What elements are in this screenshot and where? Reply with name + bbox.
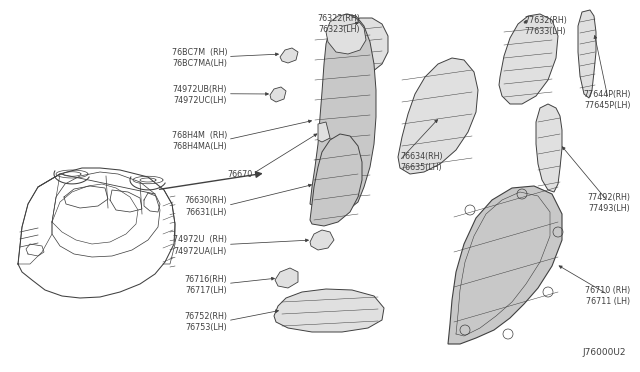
Polygon shape [499, 14, 558, 104]
Text: 76322(RH)
76323(LH): 76322(RH) 76323(LH) [318, 14, 360, 34]
Polygon shape [335, 18, 388, 75]
Text: 77492(RH)
77493(LH): 77492(RH) 77493(LH) [588, 193, 630, 213]
Polygon shape [280, 48, 298, 63]
Text: 768H4M  (RH)
768H4MA(LH): 768H4M (RH) 768H4MA(LH) [172, 131, 227, 151]
Polygon shape [310, 230, 334, 250]
Polygon shape [275, 268, 298, 288]
Text: 76634(RH)
76635(LH): 76634(RH) 76635(LH) [400, 152, 443, 172]
Polygon shape [274, 289, 384, 332]
Polygon shape [448, 186, 562, 344]
Text: J76000U2: J76000U2 [582, 348, 626, 357]
Polygon shape [536, 104, 562, 192]
Polygon shape [310, 134, 362, 226]
Polygon shape [326, 14, 366, 54]
Text: 76670: 76670 [228, 170, 253, 179]
Text: 76630(RH)
76631(LH): 76630(RH) 76631(LH) [184, 196, 227, 217]
Text: 77632(RH)
77633(LH): 77632(RH) 77633(LH) [525, 16, 568, 36]
Text: 76BC7M  (RH)
76BC7MA(LH): 76BC7M (RH) 76BC7MA(LH) [172, 48, 227, 68]
Text: 74972U  (RH)
74972UA(LH): 74972U (RH) 74972UA(LH) [173, 235, 227, 256]
Polygon shape [398, 58, 478, 174]
Text: 76710 (RH)
76711 (LH): 76710 (RH) 76711 (LH) [585, 286, 630, 306]
Polygon shape [578, 10, 596, 98]
Text: 74972UB(RH)
74972UC(LH): 74972UB(RH) 74972UC(LH) [173, 85, 227, 105]
Text: 76752(RH)
76753(LH): 76752(RH) 76753(LH) [184, 312, 227, 332]
Text: 76716(RH)
76717(LH): 76716(RH) 76717(LH) [184, 275, 227, 295]
Polygon shape [318, 122, 330, 142]
Polygon shape [270, 87, 286, 102]
Polygon shape [310, 14, 376, 212]
Text: 77644P(RH)
77645P(LH): 77644P(RH) 77645P(LH) [583, 90, 630, 110]
